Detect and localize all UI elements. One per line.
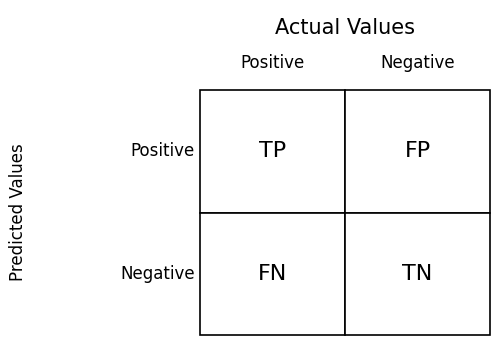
Text: Negative: Negative — [380, 54, 455, 72]
Text: Actual Values: Actual Values — [275, 18, 415, 38]
Text: Negative: Negative — [120, 265, 195, 283]
Text: FP: FP — [405, 141, 430, 161]
Text: Positive: Positive — [241, 54, 305, 72]
Text: Predicted Values: Predicted Values — [9, 144, 27, 282]
Text: TP: TP — [259, 141, 286, 161]
Bar — [200, 212, 345, 335]
Bar — [200, 90, 345, 212]
Bar — [345, 90, 490, 212]
Bar — [345, 212, 490, 335]
Text: FN: FN — [258, 264, 287, 284]
Text: Positive: Positive — [131, 142, 195, 160]
Text: TN: TN — [403, 264, 432, 284]
